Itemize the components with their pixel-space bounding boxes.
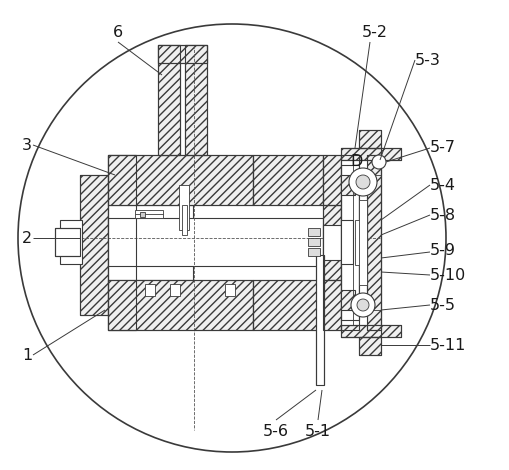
Text: 5-4: 5-4 — [430, 178, 456, 193]
Bar — [341, 290, 355, 310]
Bar — [361, 225, 366, 260]
Bar — [367, 155, 381, 330]
Bar — [108, 155, 136, 330]
Bar — [341, 155, 359, 330]
Bar — [323, 225, 341, 260]
Bar — [341, 325, 401, 337]
Bar — [308, 248, 320, 256]
Bar — [80, 175, 108, 315]
Circle shape — [372, 155, 386, 169]
Text: 5-1: 5-1 — [305, 424, 331, 439]
Bar — [108, 155, 136, 330]
Bar — [359, 337, 381, 355]
Text: 5-7: 5-7 — [430, 141, 456, 156]
Bar — [108, 155, 253, 205]
Text: 1: 1 — [22, 347, 32, 362]
Bar — [253, 155, 323, 205]
Bar — [55, 228, 80, 256]
Bar — [108, 218, 323, 266]
Bar — [145, 284, 155, 296]
Bar — [359, 175, 367, 310]
Bar — [323, 155, 341, 205]
Bar — [341, 160, 367, 325]
Bar — [359, 200, 367, 285]
Bar — [140, 212, 145, 217]
Text: 5-10: 5-10 — [430, 267, 466, 282]
Bar — [108, 205, 323, 280]
Bar — [179, 185, 189, 230]
Text: 5-6: 5-6 — [263, 424, 289, 439]
Text: 5-11: 5-11 — [430, 337, 466, 352]
Bar — [308, 238, 320, 246]
Bar — [341, 220, 353, 264]
Bar — [60, 220, 82, 264]
Bar — [341, 175, 355, 195]
Text: 5-3: 5-3 — [415, 53, 441, 68]
Bar — [182, 205, 187, 235]
Bar — [158, 45, 180, 155]
Circle shape — [349, 168, 377, 196]
Bar — [253, 280, 323, 330]
Bar — [158, 45, 207, 63]
Bar — [170, 284, 180, 296]
Bar — [341, 148, 401, 160]
Bar — [253, 155, 323, 205]
Bar — [316, 255, 324, 385]
Bar — [359, 337, 381, 355]
Bar — [108, 280, 253, 330]
Circle shape — [357, 299, 369, 311]
Bar — [158, 45, 207, 63]
Bar — [323, 280, 341, 330]
Bar — [367, 155, 381, 330]
Bar — [323, 280, 341, 330]
Bar — [135, 210, 163, 218]
Bar — [108, 205, 193, 280]
Circle shape — [356, 175, 370, 189]
Text: D: D — [350, 155, 362, 170]
Text: 5-8: 5-8 — [430, 207, 456, 222]
Bar — [359, 130, 381, 148]
Bar — [323, 155, 341, 205]
Bar — [308, 228, 320, 236]
Bar — [185, 45, 207, 155]
Bar — [341, 325, 401, 337]
Text: 3: 3 — [22, 138, 32, 152]
Bar — [80, 175, 108, 315]
Bar — [341, 165, 359, 320]
Text: 2: 2 — [22, 230, 32, 245]
Circle shape — [18, 24, 446, 452]
Bar — [253, 280, 323, 330]
Text: 5-9: 5-9 — [430, 243, 456, 258]
Circle shape — [351, 293, 375, 317]
Bar — [359, 130, 381, 148]
Bar — [323, 205, 341, 280]
Bar — [355, 220, 361, 265]
Bar — [341, 148, 401, 160]
Text: 5-2: 5-2 — [362, 24, 388, 39]
Bar — [108, 155, 253, 205]
Bar — [341, 155, 359, 330]
Bar — [158, 45, 180, 155]
Bar — [108, 280, 253, 330]
Bar — [225, 284, 235, 296]
Bar — [185, 45, 207, 155]
Text: 5-5: 5-5 — [430, 298, 456, 313]
Bar — [323, 205, 341, 280]
Text: 6: 6 — [113, 24, 123, 39]
